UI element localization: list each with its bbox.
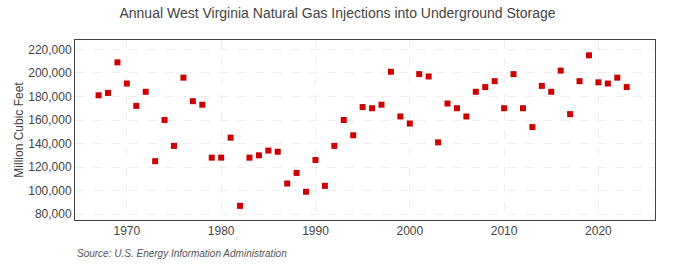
svg-text:140,000: 140,000	[28, 137, 72, 151]
svg-text:120,000: 120,000	[28, 160, 72, 174]
svg-text:80,000: 80,000	[35, 207, 72, 221]
svg-text:180,000: 180,000	[28, 90, 72, 104]
svg-text:Annual West Virginia Natural G: Annual West Virginia Natural Gas Injecti…	[119, 5, 555, 21]
svg-text:2020: 2020	[585, 224, 612, 238]
svg-text:220,000: 220,000	[28, 43, 72, 57]
svg-text:1990: 1990	[302, 224, 329, 238]
svg-text:1970: 1970	[114, 224, 141, 238]
svg-text:160,000: 160,000	[28, 113, 72, 127]
svg-text:100,000: 100,000	[28, 184, 72, 198]
svg-text:2010: 2010	[491, 224, 518, 238]
svg-text:1980: 1980	[208, 224, 235, 238]
svg-text:200,000: 200,000	[28, 66, 72, 80]
svg-text:Million Cubic Feet: Million Cubic Feet	[12, 82, 26, 178]
svg-text:Source: U.S. Energy Informatio: Source: U.S. Energy Information Administ…	[77, 248, 287, 259]
svg-text:2000: 2000	[396, 224, 423, 238]
